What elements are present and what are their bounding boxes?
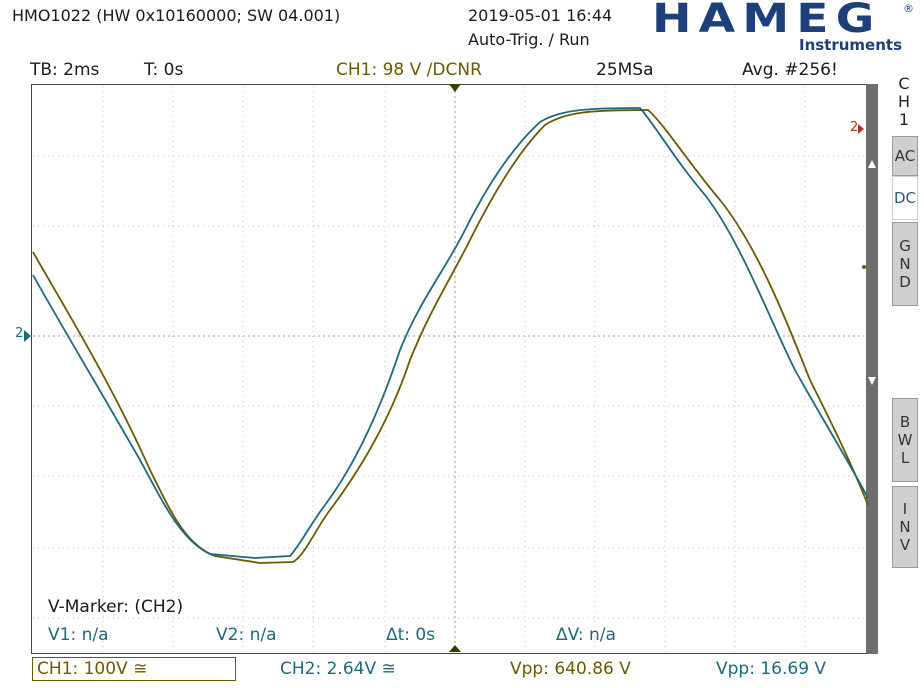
gnd-letter-g: G bbox=[899, 237, 911, 255]
coupling-dc-button[interactable]: DC bbox=[892, 176, 918, 220]
trigger-mode: Auto-Trig. / Run bbox=[468, 30, 590, 49]
acquisition-readout[interactable]: Avg. #256! bbox=[742, 60, 838, 80]
ch-level-markers[interactable]: 2 2 bbox=[15, 120, 866, 342]
coupling-gnd-button[interactable]: G N D bbox=[892, 222, 918, 306]
display-right-edge bbox=[866, 84, 878, 654]
right-strip-arrows bbox=[868, 160, 876, 385]
invert-button[interactable]: I N V bbox=[892, 486, 918, 568]
grid-center-axes bbox=[33, 86, 864, 652]
marker-delta-t: Δt: 0s bbox=[386, 625, 436, 645]
time-offset-readout[interactable]: T: 0s bbox=[144, 60, 184, 80]
sample-rate-readout: 25MSa bbox=[596, 60, 654, 80]
ch1-scale-readout[interactable]: CH1: 100V ≅ bbox=[32, 657, 236, 681]
inv-letter-i: I bbox=[902, 500, 908, 518]
side-channel-c: C bbox=[898, 74, 910, 93]
gnd-letter-d: D bbox=[899, 273, 911, 291]
gnd-letter-n: N bbox=[899, 255, 911, 273]
svg-text:2: 2 bbox=[15, 326, 23, 341]
ch1-vpp-readout: Vpp: 640.86 V bbox=[510, 659, 631, 679]
trigger-position-marker[interactable] bbox=[449, 84, 461, 652]
ch2-scale-readout[interactable]: CH2: 2.64V ≅ bbox=[280, 659, 396, 679]
inv-letter-v: V bbox=[899, 536, 911, 554]
coupling-ac-label: AC bbox=[894, 147, 916, 165]
svg-text:2: 2 bbox=[850, 120, 858, 135]
logo-text: HAMEG bbox=[652, 0, 882, 42]
bwl-letter-l: L bbox=[900, 449, 910, 467]
datetime: 2019-05-01 16:44 bbox=[468, 6, 613, 25]
bwl-letter-b: B bbox=[899, 413, 911, 431]
ch2-vpp-readout: Vpp: 16.69 V bbox=[716, 659, 827, 679]
coupling-dc-label: DC bbox=[893, 189, 917, 207]
ch1-trace bbox=[32, 109, 869, 564]
side-channel-h: H bbox=[897, 92, 911, 111]
logo-subtitle: Instruments bbox=[798, 36, 902, 54]
hameg-logo: HAMEG ® Instruments bbox=[652, 0, 914, 54]
inv-letter-n: N bbox=[899, 518, 911, 536]
bandwidth-limit-button[interactable]: B W L bbox=[892, 398, 918, 482]
device-info: HMO1022 (HW 0x10160000; SW 04.001) bbox=[12, 6, 341, 25]
bwl-letter-w: W bbox=[897, 431, 913, 449]
ch2-trace bbox=[32, 107, 869, 559]
logo-registered: ® bbox=[903, 2, 914, 15]
ch1-trigger-readout[interactable]: CH1: 98 V ∕DCNR bbox=[336, 60, 482, 80]
marker-v2[interactable]: V2: n/a bbox=[216, 625, 277, 645]
scope-display[interactable] bbox=[31, 84, 867, 654]
v-marker-title: V-Marker: (CH2) bbox=[48, 597, 184, 617]
coupling-ac-button[interactable]: AC bbox=[892, 136, 918, 176]
side-channel-1: 1 bbox=[898, 110, 910, 129]
marker-v1[interactable]: V1: n/a bbox=[48, 625, 109, 645]
grid bbox=[33, 86, 864, 652]
timebase-readout[interactable]: TB: 2ms bbox=[30, 60, 100, 80]
marker-delta-v: ΔV: n/a bbox=[556, 625, 616, 645]
